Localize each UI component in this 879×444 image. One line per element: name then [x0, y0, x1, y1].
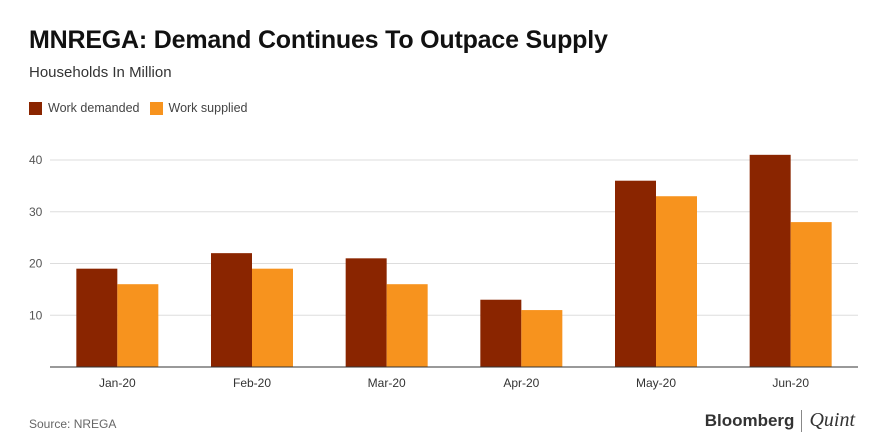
- bar-demanded-feb-20: [211, 253, 252, 367]
- x-tick-label: Mar-20: [368, 376, 406, 390]
- x-tick-label: Jun-20: [772, 376, 809, 390]
- legend-swatch-work-demanded: [29, 101, 42, 115]
- bar-demanded-apr-20: [480, 299, 522, 367]
- y-tick-label: 30: [29, 205, 43, 219]
- brand-bloomberg: Bloomberg: [704, 410, 795, 430]
- x-tick-label: Feb-20: [233, 376, 271, 390]
- legend-label-work-demanded: Work demanded: [48, 101, 140, 115]
- bar-supplied-jan-20: [117, 284, 159, 367]
- x-tick-label: May-20: [636, 376, 676, 390]
- legend-item-work-demanded: Work demanded: [29, 101, 140, 115]
- bar-supplied-feb-20: [252, 268, 293, 367]
- x-tick-label: Jan-20: [99, 376, 136, 390]
- legend: Work demanded Work supplied: [29, 101, 257, 115]
- y-tick-label: 20: [29, 257, 43, 271]
- legend-label-work-supplied: Work supplied: [168, 101, 248, 115]
- x-tick-label: Apr-20: [503, 376, 539, 390]
- chart-subtitle: Households In Million: [29, 64, 172, 81]
- source-note: Source: NREGA: [29, 417, 117, 431]
- y-tick-label: 40: [29, 153, 43, 167]
- chart-title: MNREGA: Demand Continues To Outpace Supp…: [29, 26, 608, 54]
- bar-supplied-apr-20: [521, 310, 563, 367]
- bar-supplied-may-20: [656, 196, 697, 367]
- legend-item-work-supplied: Work supplied: [149, 101, 248, 115]
- bar-demanded-mar-20: [345, 258, 387, 367]
- legend-swatch-work-supplied: [149, 101, 163, 115]
- bar-supplied-jun-20: [790, 222, 832, 367]
- bar-supplied-mar-20: [386, 284, 428, 367]
- brand-divider: [801, 409, 803, 432]
- brand-logo: Bloomberg Quint: [705, 409, 855, 432]
- brand-quint: Quint: [809, 409, 855, 431]
- bar-demanded-jun-20: [749, 154, 791, 367]
- bar-demanded-may-20: [615, 180, 656, 367]
- y-tick-label: 10: [29, 308, 43, 322]
- bar-demanded-jan-20: [76, 268, 118, 367]
